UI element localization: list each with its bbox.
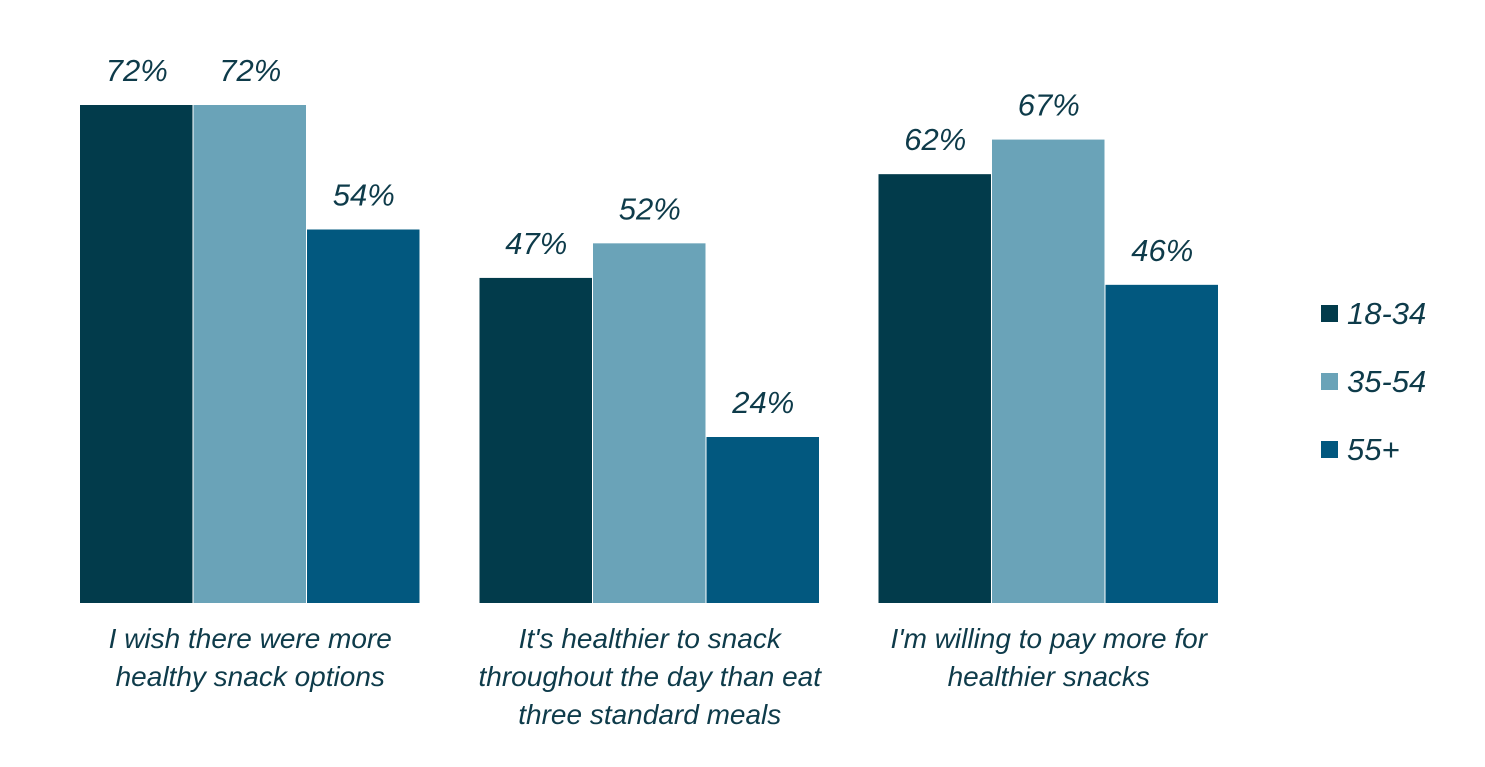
bar-18-34: [479, 277, 592, 603]
legend-swatch: [1321, 373, 1338, 390]
legend-swatch: [1321, 441, 1338, 458]
legend-swatch: [1321, 305, 1338, 322]
bar-35-54: [992, 139, 1105, 604]
bar-35-54: [593, 243, 706, 604]
data-label: 72%: [219, 53, 281, 88]
data-label: 72%: [106, 53, 168, 88]
bar-55+: [1105, 284, 1218, 603]
category-label: I wish there were more: [109, 623, 392, 654]
category-label: throughout the day than eat: [479, 661, 823, 692]
data-label: 24%: [731, 385, 794, 420]
data-label: 52%: [619, 191, 681, 226]
data-label: 62%: [904, 122, 966, 157]
category-label: healthy snack options: [116, 661, 385, 692]
bar-35-54: [193, 105, 306, 603]
legend-label: 35-54: [1347, 364, 1426, 399]
bar-18-34: [80, 105, 193, 603]
category-label: three standard meals: [518, 699, 781, 730]
data-label: 46%: [1131, 233, 1193, 268]
legend-label: 55+: [1347, 432, 1400, 467]
bar-55+: [307, 229, 420, 603]
data-label: 54%: [333, 178, 395, 213]
data-label: 67%: [1018, 88, 1080, 123]
data-label: 47%: [505, 226, 567, 261]
bar-55+: [706, 437, 819, 603]
category-label: It's healthier to snack: [519, 623, 783, 654]
category-label: healthier snacks: [948, 661, 1150, 692]
category-label: I'm willing to pay more for: [890, 623, 1208, 654]
legend-label: 18-34: [1347, 296, 1426, 331]
bar-18-34: [878, 174, 991, 603]
